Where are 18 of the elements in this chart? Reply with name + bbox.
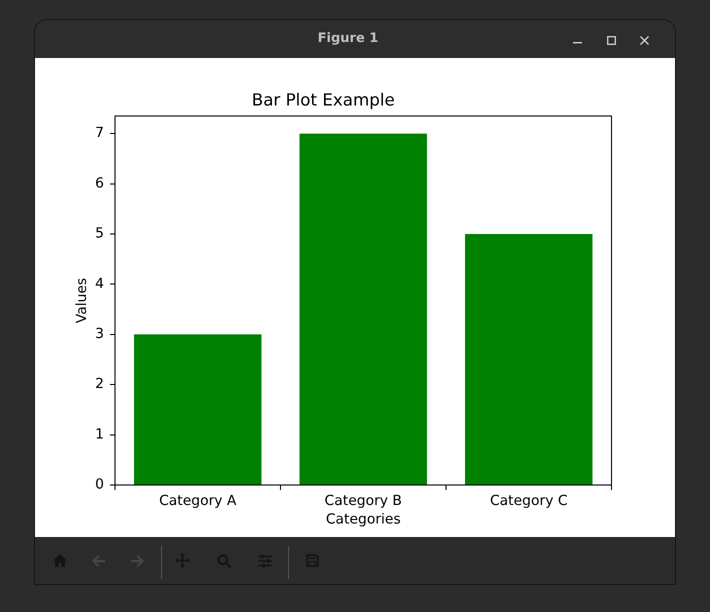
y-axis-title: Values	[74, 278, 90, 324]
bar	[465, 234, 592, 484]
caption: Figure 1	[316, 31, 380, 47]
bar	[134, 334, 262, 484]
y-tick-label: 7	[95, 125, 104, 142]
chart-title: Bar Plot Example	[252, 89, 395, 110]
y-tick-label: 3	[95, 326, 104, 342]
x-tick-label: Category A	[159, 492, 237, 509]
y-tick-label: 6	[95, 175, 104, 192]
x-axis-title: Categories	[326, 512, 401, 528]
y-tick-label: 1	[95, 426, 104, 442]
x-tick-label: Category C	[490, 492, 568, 509]
y-tick-label: 4	[95, 276, 104, 292]
y-tick-label: 0	[95, 476, 104, 493]
y-tick-label: 2	[95, 376, 104, 392]
x-tick-label: Category B	[324, 492, 402, 509]
y-tick-label: 5	[95, 226, 104, 242]
bar	[300, 134, 427, 484]
